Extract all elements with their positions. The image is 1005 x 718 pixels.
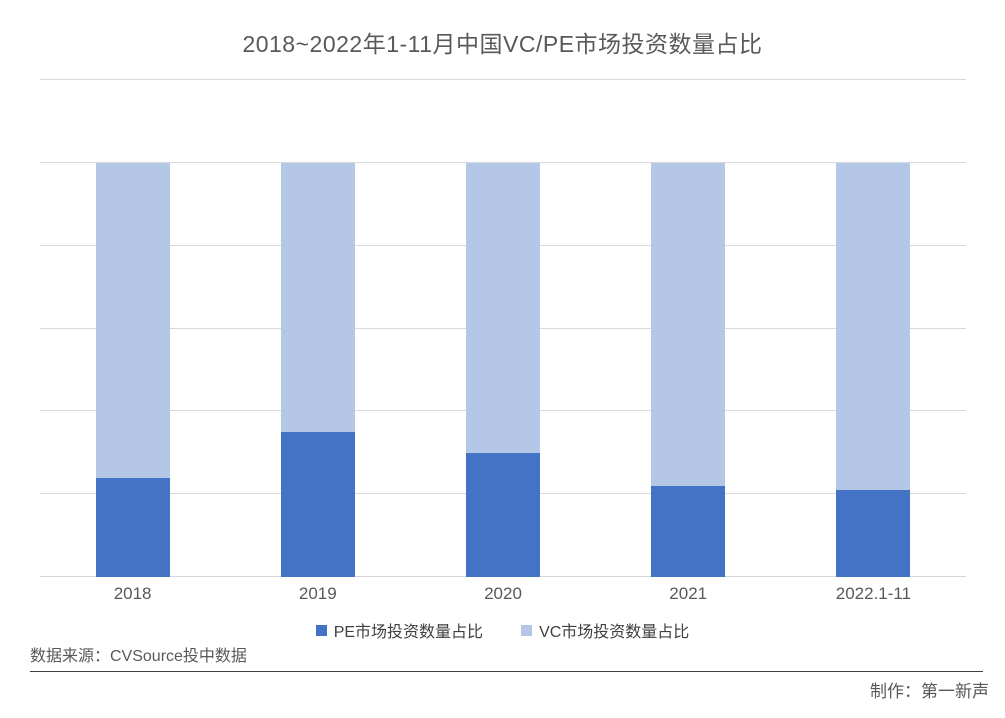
chart-title: 2018~2022年1-11月中国VC/PE市场投资数量占比 [242,31,763,57]
vc-legend-swatch-icon [521,624,533,636]
x-axis-label: 2021 [669,584,708,603]
x-axis-label: 2018 [113,584,152,603]
bar-2019-pe [280,432,355,577]
bar-2019-vc [280,162,355,433]
bar-2018-vc [95,162,170,478]
bar-2021-vc [651,162,726,486]
bar-2018-pe [95,477,170,577]
x-axis-label: 2022.1-11 [835,584,912,603]
legend-item-pe: PE市场投资数量占比 [315,618,484,642]
bar-2021-pe [651,485,726,577]
vc-legend-label: VC市场投资数量占比 [539,624,690,641]
gridline [40,79,966,80]
gridline [40,161,966,163]
bar-2022.1-11-pe [836,490,911,577]
plot-area [40,79,966,577]
bar-2020-pe [466,452,540,577]
x-axis-label: 2020 [484,584,522,603]
x-axis-labels: 2018 2019 2020 2021 2022.1-11 [40,584,966,604]
footer-divider [30,671,983,672]
pe-legend-label: PE市场投资数量占比 [333,624,484,641]
legend-item-vc: VC市场投资数量占比 [521,618,689,642]
x-axis-label: 2019 [298,584,337,603]
legend: PE市场投资数量占比 VC市场投资数量占比 [0,618,1005,642]
bar-2022.1-11-vc [836,162,911,491]
pe-legend-swatch-icon [315,624,327,636]
data-source-note: 数据来源：CVSource投中数据 [30,648,247,665]
credit-note: 制作：第一新声 [870,682,989,701]
bar-2020-vc [466,162,540,453]
